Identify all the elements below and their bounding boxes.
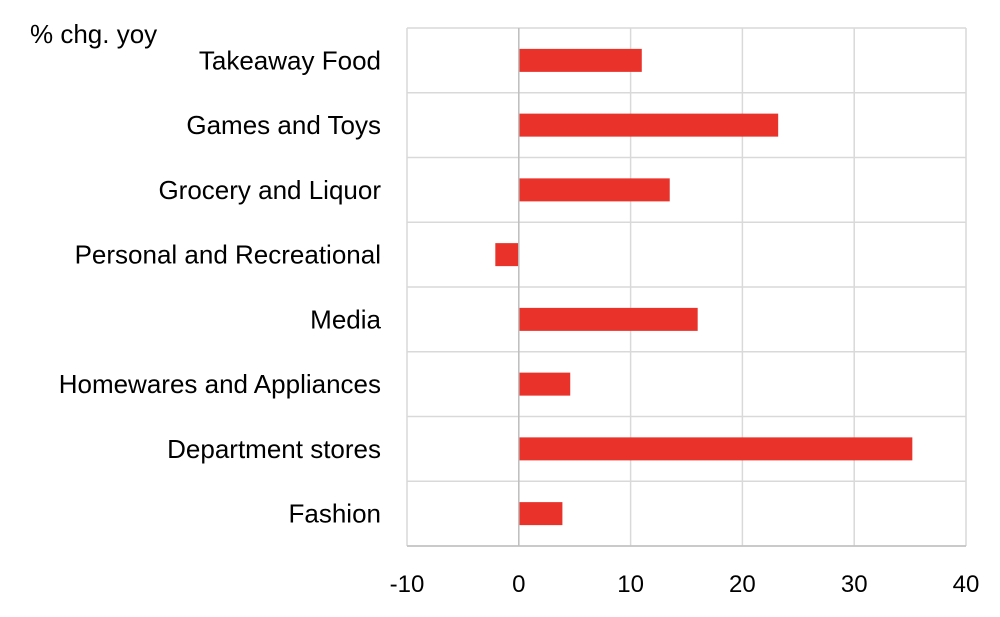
unit-label: % chg. yoy bbox=[30, 19, 157, 49]
bar bbox=[495, 243, 519, 267]
x-tick-label: 40 bbox=[953, 571, 980, 598]
x-tick-label: 0 bbox=[512, 571, 525, 598]
x-tick-labels: -10 0 10 20 30 40 bbox=[390, 571, 980, 598]
x-tick-label: 30 bbox=[841, 571, 868, 598]
x-tick-label: -10 bbox=[390, 571, 425, 598]
x-tick-label: 20 bbox=[729, 571, 756, 598]
bar bbox=[518, 372, 571, 396]
category-label: Media bbox=[310, 304, 381, 334]
category-label: Homewares and Appliances bbox=[59, 369, 381, 399]
grid-lines bbox=[406, 27, 967, 547]
bar bbox=[518, 307, 698, 331]
bar bbox=[518, 113, 779, 137]
bar bbox=[518, 178, 670, 202]
category-label: Personal and Recreational bbox=[75, 240, 381, 270]
category-label: Takeaway Food bbox=[199, 45, 381, 75]
category-label: Grocery and Liquor bbox=[158, 175, 381, 205]
category-labels: Takeaway Food Games and Toys Grocery and L… bbox=[59, 45, 382, 528]
bar bbox=[518, 48, 642, 72]
bar bbox=[518, 437, 913, 461]
bar bbox=[518, 502, 563, 526]
x-tick-label: 10 bbox=[617, 571, 644, 598]
category-label: Fashion bbox=[289, 499, 382, 529]
category-label: Department stores bbox=[167, 434, 381, 464]
bars bbox=[495, 48, 913, 526]
category-label: Games and Toys bbox=[186, 110, 381, 140]
axes bbox=[407, 28, 966, 547]
